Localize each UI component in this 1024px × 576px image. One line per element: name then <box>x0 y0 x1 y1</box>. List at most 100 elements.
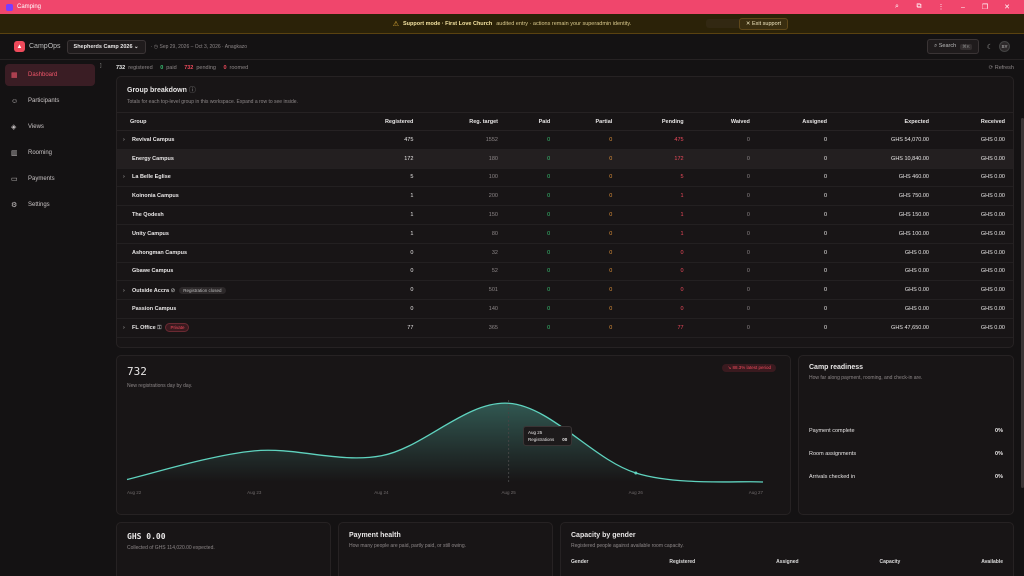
table-cell: GHS 0.00 <box>936 262 1013 282</box>
registrations-chart[interactable]: Aug 22 Aug 23 Aug 24 Aug 25 Aug 26 Aug 27 <box>117 396 773 511</box>
table-cell: 0 <box>691 280 758 301</box>
x-tick-label: Aug 22 <box>127 490 142 495</box>
extensions-icon[interactable]: ⧉ <box>916 3 922 10</box>
registrations-total: 732 <box>127 365 147 378</box>
table-cell: 52 <box>421 262 506 282</box>
table-row[interactable]: › FL Office ⚿ Private 77 365 0 0 77 0 0 GHS 47,650… <box>117 318 1013 338</box>
table-cell: 501 <box>421 280 506 301</box>
chevron-right-icon[interactable]: › <box>123 174 125 181</box>
sidebar-item-rooming[interactable]: ▥ Rooming <box>11 150 53 157</box>
sidebar-item-views[interactable]: ◈ Views <box>11 124 44 131</box>
maximize-button[interactable]: ❐ <box>981 4 989 11</box>
moon-icon[interactable]: ☾ <box>986 43 993 51</box>
group-name-cell: Passion Campus <box>117 299 338 319</box>
payment-health-card: Payment health How many people are paid,… <box>338 522 553 576</box>
column-header: Expected <box>835 112 937 131</box>
table-row[interactable]: › La Belle Eglise 5 100 0 0 5 0 0 GHS 460.00 GHS 0… <box>117 168 1013 188</box>
table-row[interactable]: Energy Campus 172 180 0 0 172 0 0 GHS 10,840.00 G… <box>117 149 1013 169</box>
refresh-button[interactable]: ⟳ Refresh <box>988 65 1014 71</box>
title-bar: Camping ⌕ ⧉ ⋮ – ❐ ✕ <box>0 0 1024 14</box>
table-cell: 0 <box>558 280 621 301</box>
table-cell: 0 <box>558 299 621 319</box>
revenue-amount: GHS 0.00 <box>127 532 166 541</box>
group-breakdown-card: Group breakdown ⓘ Totals for each top-le… <box>116 76 1014 348</box>
column-header: Waived <box>691 112 758 131</box>
table-cell: 0 <box>757 186 835 207</box>
table-cell: 1 <box>620 224 692 244</box>
table-cell: 1 <box>337 205 422 225</box>
table-cell: 0 <box>691 149 758 169</box>
table-row[interactable]: › Outside Accra ⊘ Registration closed 0 501 0… <box>117 280 1013 301</box>
capacity-column-header: Gender <box>571 559 589 565</box>
table-row[interactable]: Unity Campus 1 80 0 0 1 0 0 GHS 100.00 GHS 0.00 <box>117 224 1013 244</box>
support-label: Support mode · First Love Church <box>403 20 493 27</box>
more-menu-icon[interactable]: ⋮ <box>937 4 945 11</box>
table-row[interactable]: The Qodesh 1 150 0 0 1 0 0 GHS 150.00 GHS 0.00 <box>117 205 1013 225</box>
capacity-title: Capacity by gender <box>571 532 636 539</box>
column-header: Received <box>936 112 1013 131</box>
lock-icon: ⚿ <box>155 325 162 332</box>
chevron-right-icon[interactable]: › <box>123 325 125 332</box>
table-cell: 0 <box>757 168 835 188</box>
sidebar-item-settings[interactable]: ⚙ Settings <box>11 202 50 209</box>
table-cell: 0 <box>558 168 621 188</box>
table-cell: 0 <box>505 243 559 263</box>
x-tick-label: Aug 26 <box>629 490 644 495</box>
brand-name: CampOps <box>29 43 61 50</box>
table-cell: 0 <box>620 299 692 319</box>
table-cell: 0 <box>558 243 621 263</box>
sidebar-item-payments[interactable]: ▭ Payments <box>11 176 55 183</box>
column-header: Pending <box>620 112 692 131</box>
x-tick-label: Aug 27 <box>749 490 764 495</box>
table-cell: GHS 54,070.00 <box>835 130 937 150</box>
sidebar-item-participants[interactable]: ☺ Participants <box>11 97 60 105</box>
group-name-cell: › Outside Accra ⊘ Registration closed <box>117 280 338 301</box>
sidebar-item-dashboard[interactable]: ▦ Dashboard <box>5 64 95 86</box>
table-cell: 365 <box>421 318 506 338</box>
x-tick-label: Aug 25 <box>501 490 516 495</box>
table-cell: 0 <box>691 262 758 282</box>
x-tick-label: Aug 23 <box>247 490 262 495</box>
chart-area-fill <box>127 403 763 482</box>
table-cell: 0 <box>757 299 835 319</box>
table-row[interactable]: Passion Campus 0 140 0 0 0 0 0 GHS 0.00 GHS 0.00 <box>117 299 1013 319</box>
column-header: Assigned <box>757 112 835 131</box>
scrollbar[interactable] <box>1021 118 1024 488</box>
table-cell: GHS 0.00 <box>936 243 1013 263</box>
capacity-column-header: Available <box>981 559 1003 565</box>
table-cell: 0 <box>505 299 559 319</box>
revenue-subtitle: Collected of GHS 114,020.00 expected. <box>127 545 215 551</box>
banner-secondary-button[interactable] <box>706 19 742 28</box>
table-cell: 0 <box>505 262 559 282</box>
top-bar: ▲ CampOps Shepherds Camp 2026 ⌄ · ◷ Sep … <box>0 34 1024 60</box>
table-cell: GHS 0.00 <box>936 318 1013 338</box>
chevron-right-icon[interactable]: › <box>123 136 125 143</box>
table-cell: 0 <box>691 168 758 188</box>
table-cell: 0 <box>691 205 758 225</box>
chevron-right-icon[interactable]: › <box>123 287 125 294</box>
status-badge: Private <box>165 323 190 333</box>
group-name-cell: Energy Campus <box>117 149 338 169</box>
table-row[interactable]: Koinonia Campus 1 200 0 0 1 0 0 GHS 750.00 GHS 0.… <box>117 186 1013 207</box>
avatar[interactable]: SY <box>999 41 1010 52</box>
group-breakdown-title: Group breakdown ⓘ <box>127 87 196 94</box>
table-row[interactable]: Gbawe Campus 0 52 0 0 0 0 0 GHS 0.00 GHS 0.00 <box>117 262 1013 282</box>
camp-selector[interactable]: Shepherds Camp 2026 ⌄ <box>66 39 146 54</box>
table-cell: GHS 0.00 <box>936 205 1013 225</box>
sidebar-toggle-icon[interactable]: ◧ <box>100 62 102 69</box>
table-row[interactable]: Ashongman Campus 0 32 0 0 0 0 0 GHS 0.00 GHS 0.00 <box>117 243 1013 263</box>
search-window-icon[interactable]: ⌕ <box>895 3 899 10</box>
minimize-button[interactable]: – <box>961 3 965 11</box>
column-header: Reg. target <box>421 112 506 131</box>
table-row[interactable]: › Revival Campus 475 1552 0 0 475 0 0 GHS 54,070.… <box>117 130 1013 150</box>
exit-support-button[interactable]: ✕ Exit support <box>738 18 788 30</box>
info-icon: ⓘ <box>188 87 196 94</box>
table-cell: GHS 0.00 <box>835 299 937 319</box>
table-cell: GHS 460.00 <box>835 168 937 188</box>
search-button[interactable]: ⌕ Search ⌘K <box>927 39 979 54</box>
table-cell: 0 <box>558 262 621 282</box>
group-name-cell: Koinonia Campus <box>117 186 338 207</box>
table-cell: 80 <box>421 224 506 244</box>
table-cell: 475 <box>337 130 422 150</box>
close-button[interactable]: ✕ <box>1004 4 1010 11</box>
